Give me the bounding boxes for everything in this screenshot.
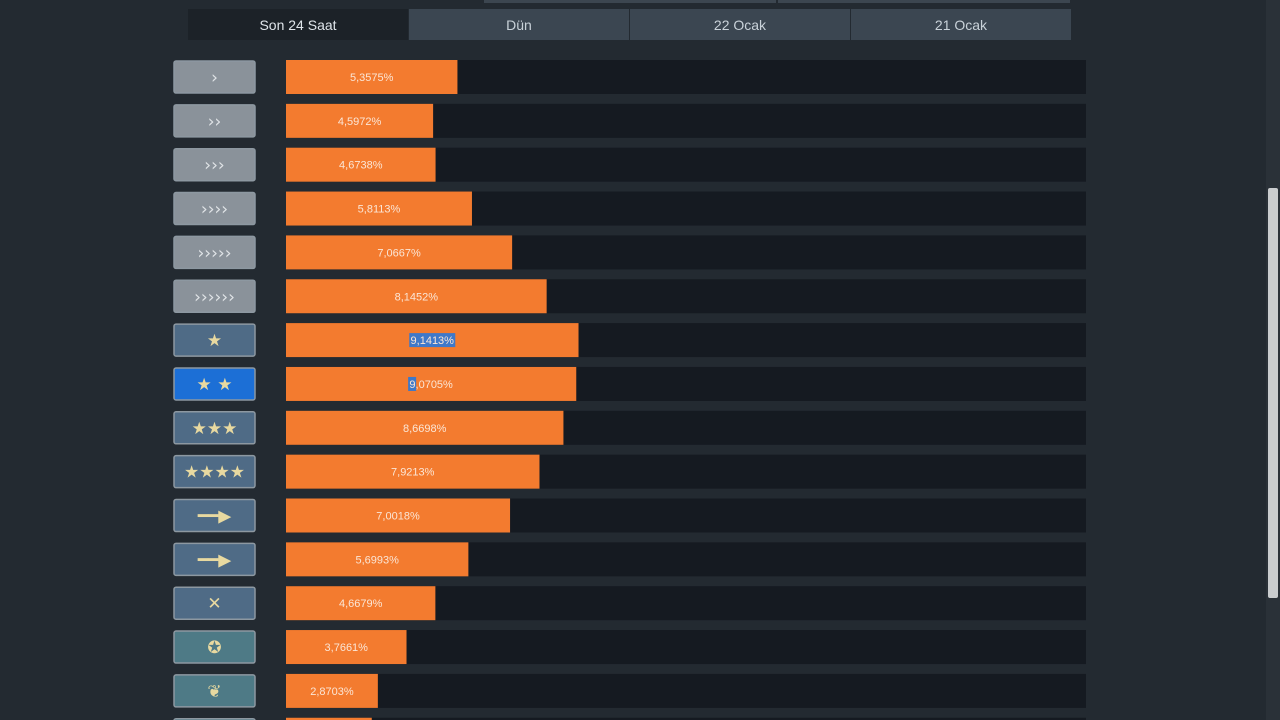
bar-row: ★★★★ 7,9213% — [173, 454, 1086, 489]
star-4-wreath-rank-icon — [173, 454, 256, 489]
bar-row: ★ 9,1413% — [173, 323, 1086, 358]
bar-row: ━━▶ 5,6993% — [173, 542, 1086, 577]
bar — [286, 586, 436, 621]
text-selection-highlight — [409, 333, 456, 348]
crossed-rifles-rank-icon-glyph: ✕ — [207, 594, 221, 614]
chevron-4-rank-icon — [173, 191, 256, 226]
bar — [286, 717, 372, 720]
bar-value-label: 7,0667% — [377, 247, 421, 259]
star-4-wreath-rank-icon-glyph: ★★★★ — [184, 463, 245, 483]
bar — [286, 366, 577, 401]
bar-row: ★ ★ 9,0705% — [173, 366, 1086, 401]
scrollbar[interactable] — [1266, 0, 1280, 720]
bar — [286, 147, 436, 182]
rifle-wreath-rank-icon — [173, 498, 256, 533]
bar-value-label: 3,7661% — [325, 642, 369, 654]
chevron-6-rank-icon-glyph: ›››››› — [194, 287, 235, 307]
bar-value-label: 8,6698% — [403, 423, 447, 435]
bar — [286, 673, 378, 708]
bar — [286, 279, 547, 314]
date-tabs: Son 24 Saat Dün 22 Ocak 21 Ocak — [188, 9, 1071, 40]
star-emblem-rank-icon-glyph: ✪ — [207, 638, 221, 658]
chevron-5-rank-icon-glyph: ››››› — [198, 243, 232, 263]
bar-value-label: 5,6993% — [355, 554, 399, 566]
bar — [286, 410, 564, 445]
chevron-3-rank-icon — [173, 147, 256, 182]
chevron-2-rank-icon-glyph: ›› — [208, 112, 222, 132]
bar-row: ✪ 3,7661% — [173, 630, 1086, 665]
star-2-wreath-rank-icon — [173, 367, 256, 401]
crossed-rifles-rank-icon — [173, 586, 256, 620]
chevron-3-rank-icon-glyph: ››› — [204, 156, 224, 176]
chevron-2-rank-icon — [173, 104, 256, 138]
eagle-rank-icon-glyph: ❦ — [207, 682, 221, 702]
rifle-wreath-2-rank-icon-glyph: ━━▶ — [197, 550, 232, 570]
bar-row: ✕ 4,6679% — [173, 586, 1086, 621]
rifle-wreath-2-rank-icon — [173, 542, 256, 577]
bar-track — [286, 630, 1086, 665]
star-1-wreath-rank-icon-glyph: ★ — [207, 331, 222, 351]
bar-value-label: 9,1413% — [411, 335, 455, 347]
bar — [286, 454, 540, 489]
text-selection-highlight — [408, 376, 417, 391]
chevron-5-rank-icon — [173, 235, 256, 270]
bar-row: ››››› 7,0667% — [173, 235, 1086, 270]
chevron-6-rank-icon — [173, 279, 256, 313]
bar-row: ›› 4,5972% — [173, 103, 1086, 138]
bar-row: › 5,3575% — [173, 60, 1086, 94]
scrollbar-thumb[interactable] — [1268, 188, 1278, 598]
bar-track — [286, 673, 1086, 708]
bar-value-label: 7,9213% — [391, 467, 435, 479]
bar-value-label: 4,6679% — [339, 598, 383, 610]
bar — [286, 191, 472, 226]
bar — [286, 60, 458, 94]
bar-value-label: 8,1452% — [395, 291, 439, 303]
bar — [286, 498, 511, 533]
tab-22-january[interactable]: 22 Ocak — [630, 9, 850, 40]
star-1-wreath-rank-icon — [173, 323, 256, 357]
bar-row: ❦ 2,8703% — [173, 673, 1086, 708]
bar-row: ★★★ 8,6698% — [173, 410, 1086, 445]
rifle-wreath-rank-icon-glyph: ━━▶ — [197, 507, 232, 527]
bar-value-label: 4,6738% — [339, 160, 383, 172]
chevron-1-rank-icon — [173, 60, 256, 94]
bar-row: ›››››› 8,1452% — [173, 279, 1086, 314]
top-tab-remnant — [778, 0, 1070, 3]
bar-row: ››› 4,6738% — [173, 147, 1086, 182]
top-tab-remnant — [484, 0, 776, 3]
bar-track — [286, 717, 1086, 720]
bar-value-label: 7,0018% — [376, 511, 420, 523]
tab-last-24-hours[interactable]: Son 24 Saat — [188, 9, 408, 40]
chevron-1-rank-icon-glyph: › — [211, 68, 218, 88]
chevron-4-rank-icon-glyph: ›››› — [201, 200, 228, 220]
bar-value-label: 5,8113% — [358, 204, 401, 216]
star-3-wreath-rank-icon — [173, 411, 256, 445]
bar-value-label: 5,3575% — [350, 72, 394, 84]
star-emblem-rank-icon — [173, 630, 256, 664]
star-2-wreath-rank-icon-glyph: ★ ★ — [197, 375, 233, 395]
tab-21-january[interactable]: 21 Ocak — [851, 9, 1071, 40]
bar — [286, 542, 469, 577]
bar-value-label: 4,5972% — [338, 116, 382, 128]
bar-row: ›››› 5,8113% — [173, 191, 1086, 226]
bar — [286, 235, 513, 270]
eagle-rank-icon — [173, 674, 256, 708]
bar — [286, 630, 407, 665]
bar-value-label: 9,0705% — [409, 379, 453, 391]
bar — [286, 103, 434, 138]
tab-yesterday[interactable]: Dün — [409, 9, 629, 40]
bar-row: ━━▶ 7,0018% — [173, 498, 1086, 533]
star-3-wreath-rank-icon-glyph: ★★★ — [192, 419, 238, 439]
bar-value-label: 2,8703% — [310, 686, 354, 698]
